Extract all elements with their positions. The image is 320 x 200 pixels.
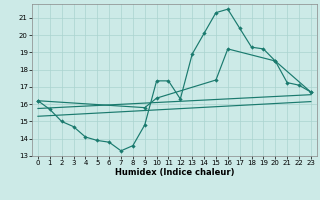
X-axis label: Humidex (Indice chaleur): Humidex (Indice chaleur) [115,168,234,177]
